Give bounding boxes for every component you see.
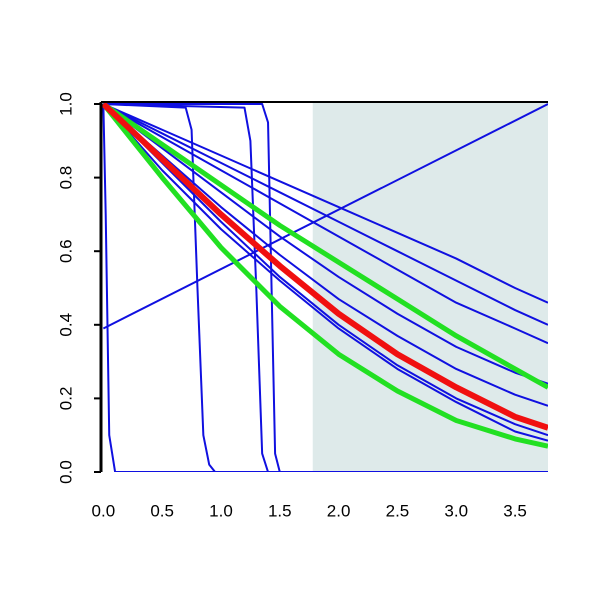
y-tick-label: 0.4 <box>56 313 75 337</box>
x-tick-label: 0.5 <box>150 501 174 520</box>
series-line <box>101 102 548 449</box>
x-tick-label: 1.5 <box>268 501 292 520</box>
series-line <box>102 103 548 326</box>
series-line <box>103 103 548 472</box>
series-line <box>101 102 548 431</box>
series-line <box>102 103 548 345</box>
x-tick-label: 2.0 <box>327 501 351 520</box>
y-tick-label: 1.0 <box>56 92 75 116</box>
x-tick-label: 3.0 <box>444 501 468 520</box>
x-tick-label: 0.0 <box>92 501 116 520</box>
y-tick-label: 0.0 <box>56 460 75 484</box>
series-line <box>102 103 548 437</box>
x-tick-label: 2.5 <box>386 501 410 520</box>
series-line <box>103 103 548 472</box>
series-line <box>102 103 548 304</box>
series-line <box>102 103 548 330</box>
series-line <box>101 102 548 390</box>
series-line <box>102 103 548 472</box>
x-tick-label: 3.5 <box>503 501 527 520</box>
series-line <box>102 103 548 385</box>
series-line <box>103 103 548 472</box>
series-line <box>102 103 548 442</box>
y-tick-label: 0.6 <box>56 239 75 263</box>
y-tick-label: 0.8 <box>56 166 75 190</box>
series-line <box>102 103 548 407</box>
y-tick-label: 0.2 <box>56 387 75 411</box>
x-tick-label: 1.0 <box>209 501 233 520</box>
